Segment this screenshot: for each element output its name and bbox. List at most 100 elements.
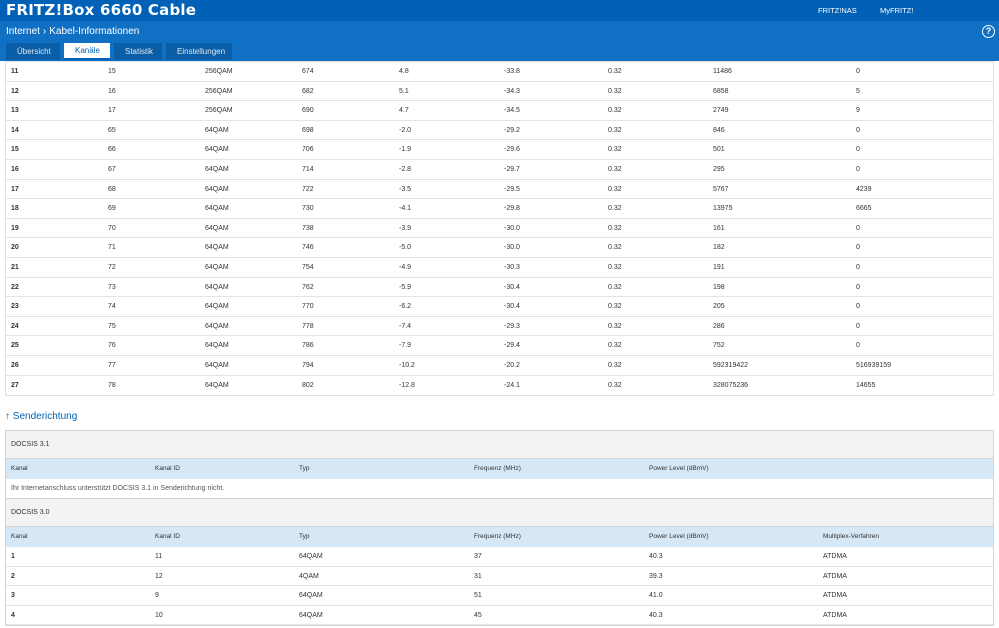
cell-channel: 26 xyxy=(11,361,19,369)
cell-frequency: 794 xyxy=(302,361,314,369)
cell-corrected-errors: 205 xyxy=(713,303,725,311)
table-cell: 40.3 xyxy=(649,553,663,560)
cell-power-level: 5.1 xyxy=(399,87,409,95)
cell-channel: 17 xyxy=(11,185,19,193)
tab-einstellungen[interactable]: Einstellungen xyxy=(166,43,232,60)
cell-latency: 0.32 xyxy=(608,224,622,232)
cell-frequency: 778 xyxy=(302,322,314,330)
cell-corrected-errors: 295 xyxy=(713,165,725,173)
cell-modulation: 64QAM xyxy=(205,303,229,311)
table-cell: 37 xyxy=(474,553,482,560)
cell-frequency: 786 xyxy=(302,342,314,350)
cell-channel-id: 65 xyxy=(108,126,116,134)
cell-uncorrectable-errors: 0 xyxy=(856,244,860,252)
help-icon[interactable]: ? xyxy=(982,25,995,38)
docsis30-table-header: Kanal Kanal ID Typ Frequenz (MHz) Power Leve… xyxy=(6,527,993,547)
table-cell: ATDMA xyxy=(823,592,847,600)
cell-mse: -29.7 xyxy=(504,165,520,173)
cell-mse: -34.5 xyxy=(504,107,520,115)
cell-uncorrectable-errors: 0 xyxy=(856,224,860,232)
cell-modulation: 64QAM xyxy=(205,126,229,134)
cell-channel: 25 xyxy=(11,342,19,350)
cell-power-level: -4.9 xyxy=(399,263,412,271)
column-header: Frequenz (MHz) xyxy=(474,533,521,540)
cell-channel: 21 xyxy=(11,263,19,271)
table-row: 17 68 64QAM 722 -3.5 -29.5 0.32 5767 4239 xyxy=(6,180,993,200)
nav-fritznas-link[interactable]: FRITZ!NAS xyxy=(818,6,857,15)
cell-channel-id: 73 xyxy=(108,283,116,291)
table-cell: 12 xyxy=(155,572,163,580)
cell-power-level: -5.9 xyxy=(399,283,412,291)
cell-power-level: 4.7 xyxy=(399,107,409,115)
cell-latency: 0.32 xyxy=(608,283,622,291)
cell-mse: -24.1 xyxy=(504,381,520,389)
table-cell: 31 xyxy=(474,572,482,580)
table-row: 27 78 64QAM 802 -12.8 -24.1 0.32 328075236 14655 xyxy=(6,376,993,396)
table-row: 4 10 64QAM 45 40.3 ATDMA xyxy=(6,606,993,626)
docsis30-table-body: 1 11 64QAM 37 40.3 ATDMA 2 12 4QAM 31 39.3 ATDMA 3 9 6… xyxy=(6,547,993,626)
cell-channel: 22 xyxy=(11,283,19,291)
cell-channel: 23 xyxy=(11,303,19,311)
cell-mse: -33.8 xyxy=(504,68,520,75)
upstream-heading[interactable]: ↑ Senderichtung xyxy=(5,411,78,422)
cell-modulation: 64QAM xyxy=(205,185,229,193)
column-header: Power Level (dBmV) xyxy=(649,465,709,472)
cell-mse: -30.0 xyxy=(504,244,520,252)
column-header: Kanal xyxy=(11,533,28,540)
cell-mse: -34.3 xyxy=(504,87,520,95)
cell-corrected-errors: 846 xyxy=(713,126,725,134)
cell-modulation: 256QAM xyxy=(205,68,233,75)
cell-frequency: 746 xyxy=(302,244,314,252)
cell-frequency: 770 xyxy=(302,303,314,311)
cell-frequency: 706 xyxy=(302,146,314,154)
table-row: 21 72 64QAM 754 -4.9 -30.3 0.32 191 0 xyxy=(6,258,993,278)
cell-frequency: 762 xyxy=(302,283,314,291)
cell-latency: 0.32 xyxy=(608,87,622,95)
cell-power-level: -12.8 xyxy=(399,381,415,389)
cell-latency: 0.32 xyxy=(608,381,622,389)
column-header: Kanal ID xyxy=(155,465,180,472)
cell-channel: 13 xyxy=(11,107,19,115)
cell-mse: -29.4 xyxy=(504,342,520,350)
tab-kanaele[interactable]: Kanäle xyxy=(64,43,110,60)
tab-statistik[interactable]: Statistik xyxy=(114,43,162,60)
cell-power-level: -4.1 xyxy=(399,205,412,213)
tab-uebersicht[interactable]: Übersicht xyxy=(6,43,60,60)
cell-power-level: -2.0 xyxy=(399,126,412,134)
cell-modulation: 64QAM xyxy=(205,224,229,232)
cell-corrected-errors: 328075236 xyxy=(713,381,749,389)
table-cell: 64QAM xyxy=(299,611,323,619)
table-row: 18 69 64QAM 730 -4.1 -29.8 0.32 13975 6665 xyxy=(6,199,993,219)
cell-channel-id: 17 xyxy=(108,107,116,115)
nav-myfritz-link[interactable]: MyFRITZ! xyxy=(880,6,914,15)
docsis31-note: Ihr Internetanschluss unterstützt DOCSIS… xyxy=(6,479,993,499)
cell-channel: 19 xyxy=(11,224,19,232)
cell-uncorrectable-errors: 0 xyxy=(856,303,860,311)
tab-bar: Übersicht Kanäle Statistik Einstellungen xyxy=(6,43,232,60)
cell-uncorrectable-errors: 9 xyxy=(856,107,860,115)
cell-corrected-errors: 13975 xyxy=(713,205,733,213)
brand-logo[interactable]: FRITZ!Box 6660 Cable xyxy=(6,1,197,19)
table-cell: 39.3 xyxy=(649,572,663,580)
table-row: 20 71 64QAM 746 -5.0 -30.0 0.32 182 0 xyxy=(6,238,993,258)
cell-modulation: 64QAM xyxy=(205,381,229,389)
table-row: 16 67 64QAM 714 -2.8 -29.7 0.32 295 0 xyxy=(6,160,993,180)
cell-uncorrectable-errors: 0 xyxy=(856,68,860,75)
cell-mse: -30.4 xyxy=(504,283,520,291)
cell-corrected-errors: 752 xyxy=(713,342,725,350)
cell-channel-id: 15 xyxy=(108,68,116,75)
table-row: 11 15 256QAM 674 4.8 -33.8 0.32 11486 0 xyxy=(6,62,993,82)
cell-frequency: 802 xyxy=(302,381,314,389)
upstream-panel: DOCSIS 3.1 Kanal Kanal ID Typ Frequenz (MHz… xyxy=(5,430,994,627)
cell-channel-id: 71 xyxy=(108,244,116,252)
cell-uncorrectable-errors: 0 xyxy=(856,322,860,330)
cell-power-level: -7.9 xyxy=(399,342,412,350)
cell-modulation: 64QAM xyxy=(205,322,229,330)
main-content[interactable]: 11 15 256QAM 674 4.8 -33.8 0.32 11486 0 12 16 256QA… xyxy=(0,61,999,628)
cell-uncorrectable-errors: 14655 xyxy=(856,381,876,389)
table-cell: 41.0 xyxy=(649,592,663,600)
cell-uncorrectable-errors: 4239 xyxy=(856,185,872,193)
breadcrumb-internet[interactable]: Internet xyxy=(6,26,40,37)
table-cell: ATDMA xyxy=(823,553,847,560)
cell-latency: 0.32 xyxy=(608,185,622,193)
